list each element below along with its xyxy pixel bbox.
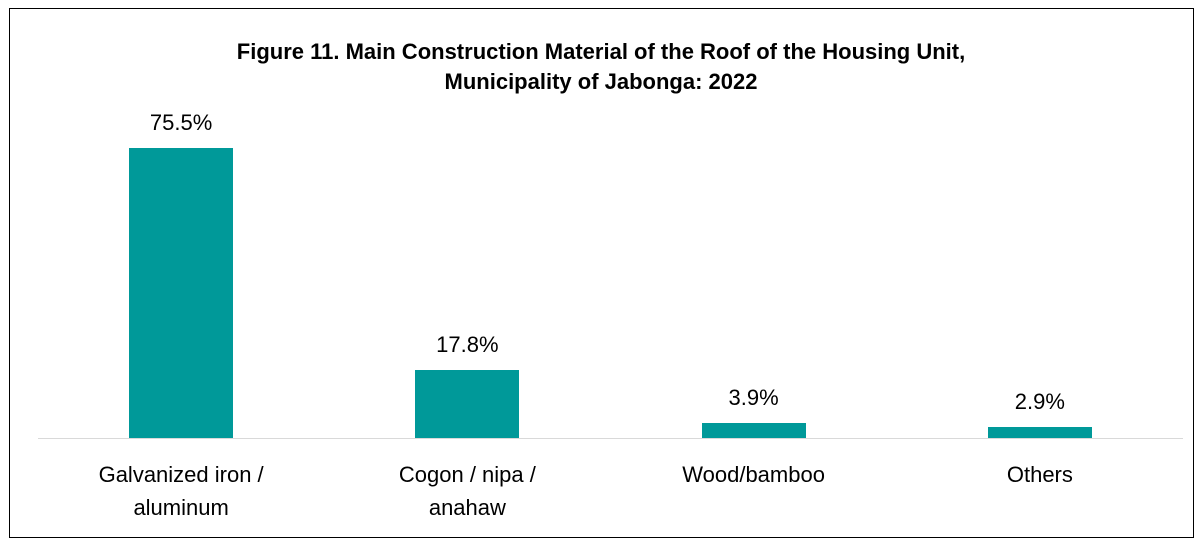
data-label: 2.9% (1014, 388, 1065, 414)
data-label: 3.9% (728, 385, 779, 411)
bar (415, 369, 520, 438)
data-label: 75.5% (149, 110, 213, 135)
chart-title: Figure 11. Main Construction Material of… (236, 39, 966, 94)
x-tick-label: Wood/bamboo (682, 462, 825, 487)
x-axis-line (38, 438, 1183, 439)
x-tick-label: Others (1006, 462, 1073, 487)
bar (129, 148, 234, 438)
x-tick-label: Galvanized iron / aluminum (98, 462, 264, 520)
x-tick-label: Cogon / nipa / anahaw (398, 462, 536, 520)
data-label: 17.8% (436, 331, 499, 357)
title-box: Figure 11. Main Construction Material of… (0, 37, 1202, 97)
bar (987, 426, 1092, 438)
bar (701, 423, 806, 438)
